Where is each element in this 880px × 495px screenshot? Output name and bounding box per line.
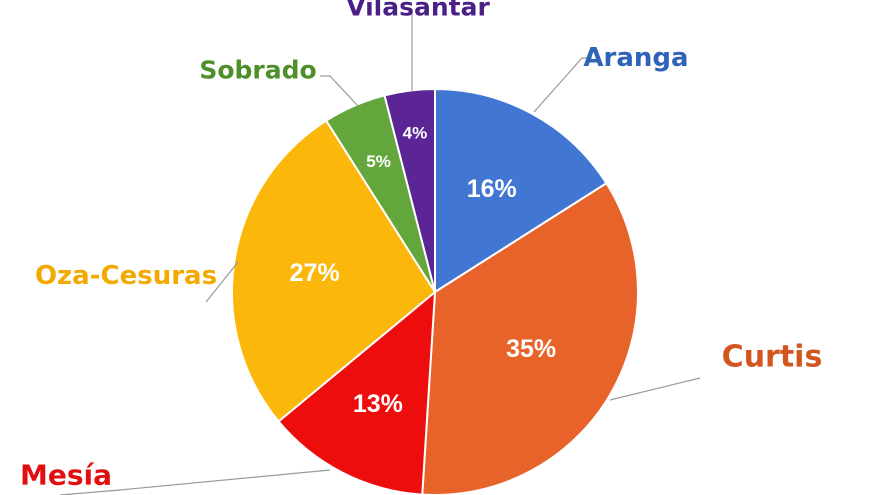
slice-oza-cesuras — [231, 119, 437, 423]
leader-line-curtis — [609, 377, 701, 401]
slice-curtis — [421, 181, 639, 495]
category-labels: Aranga Curtis Mesía Oza-Cesuras Sobrado Vilas… — [20, 0, 822, 492]
pct-label-curtis: 35% — [506, 335, 556, 363]
slice-aranga — [434, 87, 608, 294]
pct-label-mes-a: 13% — [353, 390, 403, 418]
leader-line-mes-a — [59, 469, 331, 495]
percentage-labels: 16% 35% 13% 27% 5% 4% — [290, 123, 556, 418]
category-label-aranga: Aranga — [583, 43, 688, 73]
category-label-mes-a: Mesía — [20, 459, 112, 492]
pct-label-sobrado: 5% — [366, 152, 391, 171]
leader-line-sobrado — [320, 75, 359, 107]
category-label-vilasantar: Vilasantar — [346, 0, 490, 22]
slice-mes-a — [277, 289, 437, 495]
category-label-oza-cesuras: Oza-Cesuras — [35, 261, 217, 291]
leader-line-oza-cesuras — [205, 261, 239, 303]
pct-label-vilasantar: 4% — [403, 123, 428, 142]
slice-vilasantar — [383, 87, 436, 293]
category-label-sobrado: Sobrado — [199, 56, 316, 85]
pct-label-oza-cesuras: 27% — [290, 259, 340, 287]
pie-slices — [231, 87, 639, 495]
pct-label-aranga: 16% — [467, 175, 517, 203]
leader-lines — [59, 14, 701, 495]
leader-line-aranga — [533, 57, 592, 113]
category-label-curtis: Curtis — [722, 340, 823, 375]
